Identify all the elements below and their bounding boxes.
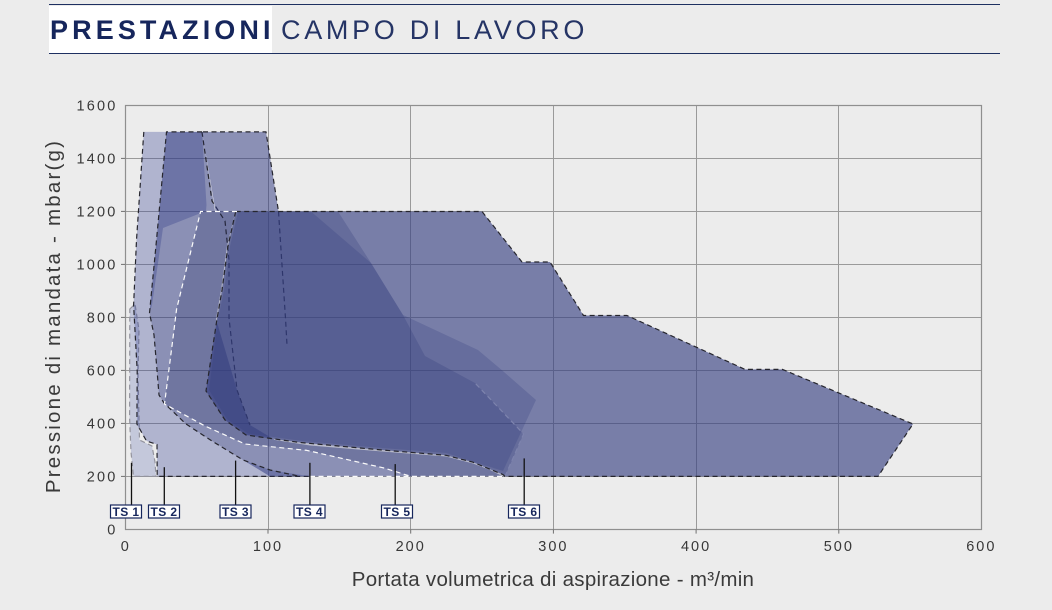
svg-text:200: 200 <box>396 539 426 555</box>
svg-text:800: 800 <box>87 310 118 326</box>
svg-text:1600: 1600 <box>76 98 117 114</box>
svg-text:TS 2: TS 2 <box>151 505 178 519</box>
svg-text:TS 4: TS 4 <box>296 505 323 519</box>
svg-text:0: 0 <box>121 539 131 555</box>
svg-text:1000: 1000 <box>76 257 117 273</box>
svg-text:Pressione di mandata - mbar(g): Pressione di mandata - mbar(g) <box>42 139 65 493</box>
svg-text:TS 3: TS 3 <box>222 505 249 519</box>
svg-text:TS 6: TS 6 <box>511 505 538 519</box>
svg-text:200: 200 <box>87 469 118 485</box>
svg-text:100: 100 <box>253 539 283 555</box>
svg-text:Portata volumetrica di aspiraz: Portata volumetrica di aspirazione - m³/… <box>352 568 755 591</box>
svg-text:0: 0 <box>107 522 117 538</box>
svg-text:TS 1: TS 1 <box>113 505 140 519</box>
svg-text:TS 5: TS 5 <box>384 505 411 519</box>
svg-text:400: 400 <box>681 539 711 555</box>
svg-text:600: 600 <box>87 363 118 379</box>
svg-text:600: 600 <box>966 539 996 555</box>
svg-text:300: 300 <box>538 539 568 555</box>
svg-text:1400: 1400 <box>76 151 117 167</box>
svg-text:1200: 1200 <box>76 204 117 220</box>
svg-text:500: 500 <box>824 539 854 555</box>
svg-text:400: 400 <box>87 416 118 432</box>
